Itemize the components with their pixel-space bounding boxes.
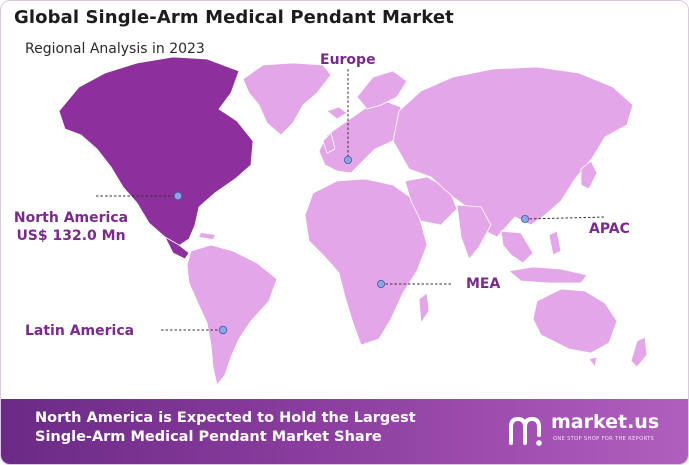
madagascar-shape [418, 292, 430, 325]
apac-marker [521, 214, 530, 223]
banner-text: North America is Expected to Hold the La… [35, 409, 416, 447]
north-america-shape [58, 56, 254, 248]
new-zealand-shape [630, 336, 648, 368]
brand-logo: market.us ONE STOP SHOP FOR THE REPORTS [506, 411, 676, 451]
caribbean-shape [199, 233, 215, 239]
brand-tagline: ONE STOP SHOP FOR THE REPORTS [553, 436, 655, 442]
europe-label: Europe [320, 52, 376, 68]
apac-label: APAC [589, 221, 630, 237]
south-america-shape [186, 244, 278, 386]
north-america-marker [173, 191, 183, 201]
central-america-shape [164, 235, 190, 260]
uk-shape [322, 132, 336, 154]
australia-shape [532, 288, 618, 354]
brand-mark-icon [509, 416, 542, 446]
north-america-label: North America [13, 210, 129, 226]
page-title: Global Single-Arm Medical Pendant Market [14, 7, 454, 28]
latin-america-label: Latin America [25, 323, 135, 339]
page-subtitle: Regional Analysis in 2023 [25, 41, 205, 57]
north-america-label-group: North America US$ 132.0 Mn [11, 209, 131, 245]
iceland-shape [326, 106, 348, 120]
banner-line-1: North America is Expected to Hold the La… [35, 410, 416, 426]
north-america-value: US$ 132.0 Mn [16, 228, 126, 244]
footer-banner: North America is Expected to Hold the La… [1, 399, 688, 464]
greenland-shape [242, 62, 332, 136]
mea-marker [376, 279, 385, 288]
scandinavia-shape [356, 70, 408, 110]
indonesia-shape [508, 266, 588, 284]
mea-label: MEA [466, 276, 501, 292]
japan-shape [580, 160, 598, 190]
philippines-shape [548, 230, 562, 256]
tasmania-shape [588, 356, 598, 368]
africa-shape [304, 178, 428, 346]
southeast-asia-shape [500, 230, 534, 264]
india-shape [456, 204, 492, 260]
banner-line-2: Single-Arm Medical Pendant Market Share [35, 429, 382, 445]
brand-name: market.us [551, 411, 660, 433]
latin-america-marker [218, 325, 228, 335]
europe-marker [343, 155, 352, 164]
